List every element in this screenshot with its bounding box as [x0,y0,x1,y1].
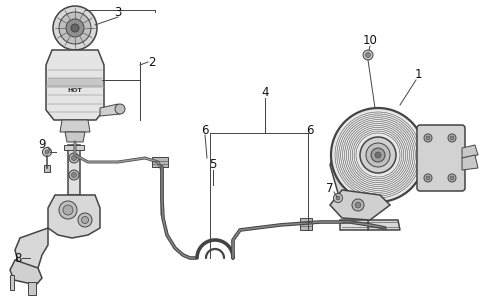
Polygon shape [152,157,168,167]
Polygon shape [44,165,50,172]
Text: 7: 7 [326,182,334,194]
Text: HOT: HOT [68,88,82,92]
Polygon shape [300,218,312,230]
Text: 8: 8 [14,251,22,265]
Polygon shape [15,228,48,272]
Circle shape [375,152,381,158]
Circle shape [371,148,385,162]
Polygon shape [10,275,14,290]
Circle shape [426,176,430,180]
Circle shape [424,174,432,182]
Circle shape [424,134,432,142]
Circle shape [450,136,454,140]
Circle shape [59,201,77,219]
Circle shape [336,196,340,200]
Circle shape [448,134,456,142]
Text: 10: 10 [362,34,377,46]
Text: 9: 9 [38,139,46,152]
Text: 2: 2 [148,56,156,68]
Text: 5: 5 [209,158,216,172]
Polygon shape [10,260,42,285]
Text: 6: 6 [201,124,209,136]
Circle shape [82,217,88,224]
Polygon shape [330,190,390,220]
Circle shape [448,174,456,182]
Polygon shape [60,120,90,132]
Text: 3: 3 [114,5,122,19]
Polygon shape [330,118,390,205]
Circle shape [69,170,79,180]
Polygon shape [46,50,104,120]
Circle shape [360,137,396,173]
Polygon shape [368,220,400,230]
Circle shape [115,104,125,114]
Polygon shape [340,220,368,230]
Circle shape [366,143,390,167]
Circle shape [43,148,51,157]
Circle shape [363,50,373,60]
FancyBboxPatch shape [417,125,465,191]
Text: 4: 4 [261,86,269,100]
Polygon shape [462,145,478,158]
Circle shape [72,155,76,160]
Polygon shape [65,132,85,142]
Polygon shape [462,155,478,170]
Circle shape [450,176,454,180]
Polygon shape [28,282,36,295]
Circle shape [63,205,73,215]
Circle shape [352,199,364,211]
Text: 1: 1 [414,68,422,82]
Circle shape [334,194,343,202]
Polygon shape [100,104,120,116]
Polygon shape [48,195,100,238]
Circle shape [365,52,371,58]
Polygon shape [68,145,80,195]
Circle shape [331,108,425,202]
Circle shape [426,136,430,140]
Circle shape [45,150,49,154]
Circle shape [71,24,79,32]
Polygon shape [64,145,84,150]
Circle shape [355,202,361,208]
Circle shape [53,6,97,50]
Circle shape [59,12,91,44]
Polygon shape [46,78,104,88]
Circle shape [66,19,84,37]
Circle shape [69,153,79,163]
Circle shape [72,172,76,178]
Text: 6: 6 [306,124,314,136]
Circle shape [78,213,92,227]
